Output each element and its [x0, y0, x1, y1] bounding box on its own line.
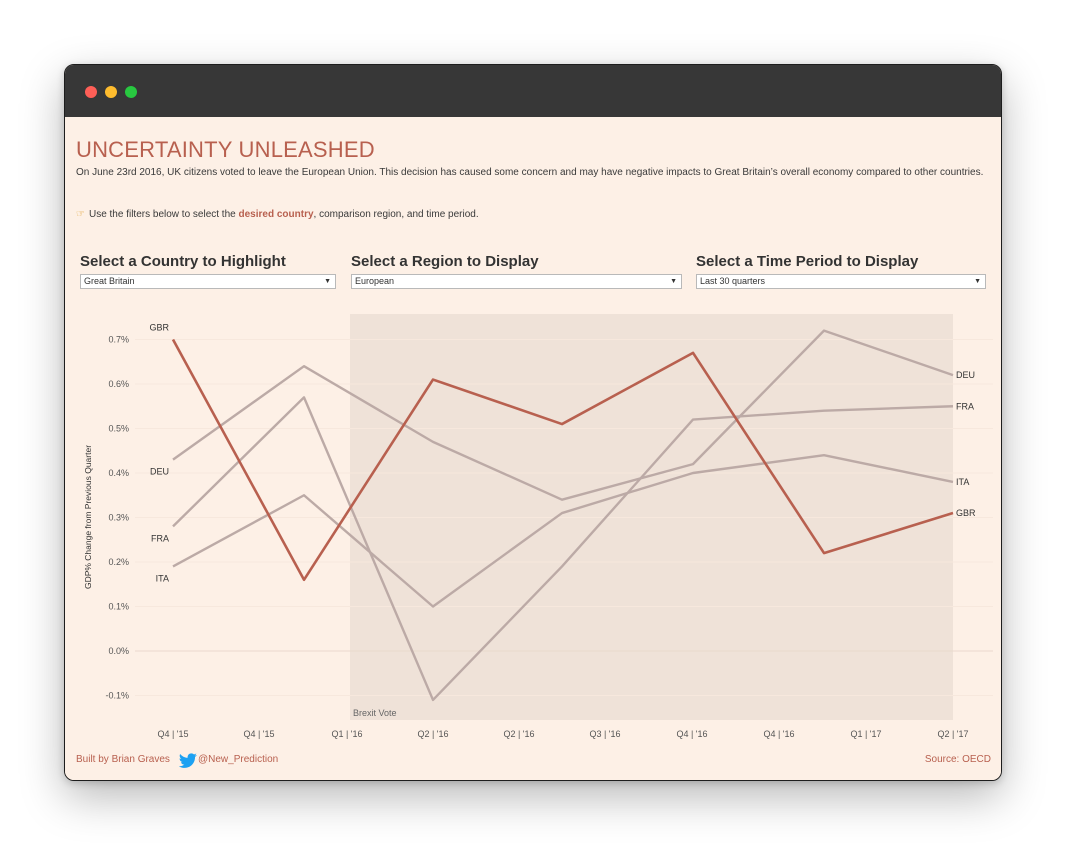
- series-end-label: FRA: [956, 401, 974, 411]
- region-select[interactable]: European ▼: [351, 274, 682, 289]
- series-end-label: ITA: [956, 477, 969, 487]
- page-title: UNCERTAINTY UNLEASHED: [76, 137, 375, 162]
- x-tick-label: Q4 | '16: [763, 729, 794, 739]
- chevron-down-icon: ▼: [324, 278, 331, 285]
- series-end-label: DEU: [956, 370, 975, 380]
- y-tick-label: 0.7%: [108, 335, 129, 345]
- period-select-value: Last 30 quarters: [700, 276, 766, 286]
- hint-suffix: , comparison region, and time period.: [313, 209, 479, 220]
- region-select-value: European: [355, 276, 395, 286]
- x-tick-label: Q4 | '15: [243, 729, 274, 739]
- y-tick-label: -0.1%: [105, 691, 129, 701]
- brexit-vote-annotation: Brexit Vote: [353, 708, 397, 718]
- series-line-ita: [172, 454, 954, 608]
- y-tick-label: 0.0%: [108, 646, 129, 656]
- hint-prefix: Use the filters below to select the: [88, 209, 239, 220]
- x-tick-label: Q3 | '16: [589, 729, 620, 739]
- x-tick-label: Q4 | '15: [157, 729, 188, 739]
- x-tick-label: Q1 | '17: [850, 729, 881, 739]
- y-tick-label: 0.6%: [108, 379, 129, 389]
- gdp-line-chart: -0.1% 0.0% 0.1% 0.2% 0.3% 0.4% 0.5% 0.6% 0.7% GDP…: [83, 314, 993, 739]
- x-tick-label: Q2 | '16: [417, 729, 448, 739]
- x-tick-label: Q2 | '17: [937, 729, 968, 739]
- footer-twitter-handle[interactable]: @New_Prediction: [198, 754, 279, 765]
- minimize-window-button[interactable]: [105, 86, 117, 98]
- pointing-hand-icon: ☞: [76, 209, 85, 220]
- maximize-window-button[interactable]: [125, 86, 137, 98]
- country-select-value: Great Britain: [84, 276, 135, 286]
- x-tick-label: Q1 | '16: [331, 729, 362, 739]
- series-start-label: GBR: [149, 323, 169, 333]
- y-axis-label: GDP% Change from Previous Quarter: [83, 445, 93, 589]
- footer-credit: Built by Brian Graves: [76, 754, 170, 765]
- series-start-label: DEU: [150, 467, 169, 477]
- close-window-button[interactable]: [85, 86, 97, 98]
- series-line-fra: [172, 396, 954, 702]
- y-tick-label: 0.4%: [108, 468, 129, 478]
- intro-text: On June 23rd 2016, UK citizens voted to …: [76, 167, 984, 178]
- series-line-gbr: [171, 338, 954, 582]
- region-filter-label: Select a Region to Display: [351, 253, 539, 270]
- app-window: UNCERTAINTY UNLEASHED On June 23rd 2016,…: [64, 64, 1002, 781]
- footer-source: Source: OECD: [924, 754, 991, 765]
- filter-hint: ☞ Use the filters below to select the des…: [76, 209, 479, 220]
- twitter-bird-icon[interactable]: [178, 753, 198, 769]
- series-line-deu: [172, 329, 954, 501]
- hint-accent: desired country: [238, 209, 314, 220]
- period-select[interactable]: Last 30 quarters ▼: [696, 274, 986, 289]
- title-bar: [65, 65, 1001, 117]
- chevron-down-icon: ▼: [974, 278, 981, 285]
- x-tick-label: Q2 | '16: [503, 729, 534, 739]
- x-tick-label: Q4 | '16: [676, 729, 707, 739]
- chevron-down-icon: ▼: [670, 278, 677, 285]
- y-tick-label: 0.5%: [108, 424, 129, 434]
- y-tick-label: 0.2%: [108, 557, 129, 567]
- period-filter-label: Select a Time Period to Display: [696, 253, 919, 270]
- country-filter-label: Select a Country to Highlight: [80, 253, 286, 270]
- y-tick-label: 0.3%: [108, 513, 129, 523]
- series-end-label: GBR: [956, 508, 976, 518]
- series-start-label: ITA: [156, 573, 169, 583]
- dashboard: UNCERTAINTY UNLEASHED On June 23rd 2016,…: [65, 117, 1001, 780]
- country-select[interactable]: Great Britain ▼: [80, 274, 336, 289]
- series-start-label: FRA: [151, 533, 169, 543]
- y-tick-label: 0.1%: [108, 602, 129, 612]
